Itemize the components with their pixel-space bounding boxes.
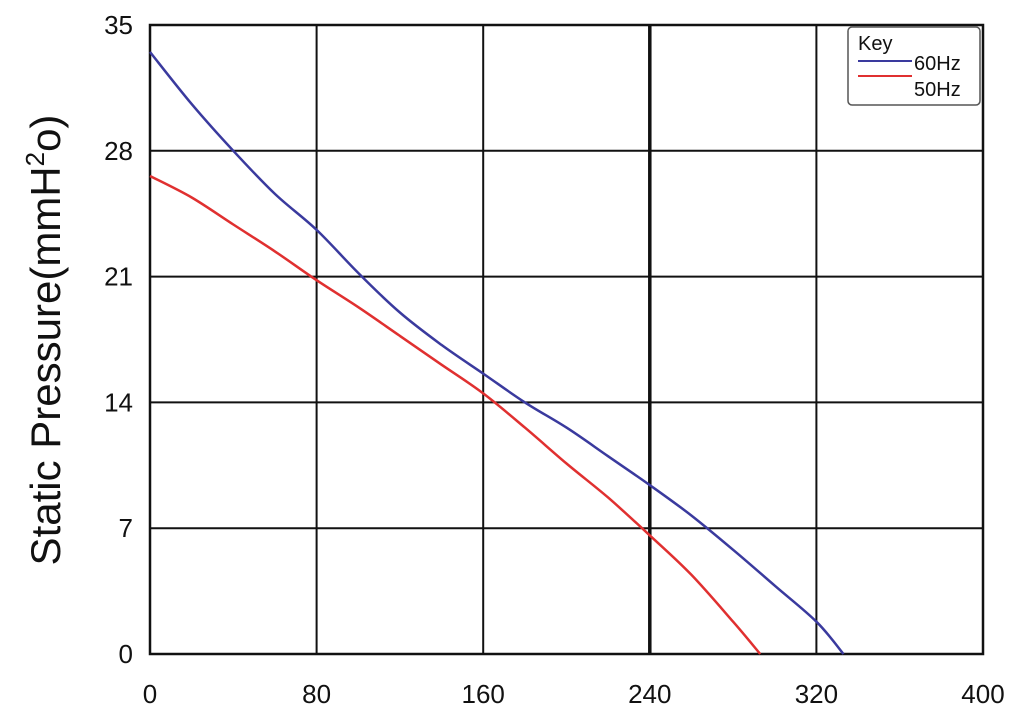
y-axis-title-main: Static Pressure(mmH (22, 166, 69, 565)
gridlines (150, 25, 983, 654)
y-tick-label: 21 (104, 262, 133, 292)
series-line-60hz (149, 51, 845, 655)
legend-label-60hz: 60Hz (914, 53, 961, 75)
y-axis-title-superscript: 2 (20, 152, 50, 166)
legend: Key 60Hz 50Hz (847, 26, 981, 106)
y-tick-label: 35 (104, 10, 133, 40)
x-tick-label: 80 (302, 679, 331, 709)
series-lines (149, 51, 845, 655)
legend-box (847, 26, 981, 106)
x-tick-label: 160 (462, 679, 505, 709)
tick-labels: 0 80 160 240 320 400 0 7 14 21 28 35 (104, 10, 1005, 709)
series-line-50hz (149, 174, 762, 655)
y-tick-label: 7 (119, 513, 133, 543)
x-tick-label: 320 (795, 679, 838, 709)
y-tick-label: 14 (104, 387, 133, 417)
legend-title: Key (858, 33, 892, 55)
x-tick-label: 0 (143, 679, 157, 709)
x-tick-label: 240 (628, 679, 671, 709)
y-axis-title-suffix: o) (22, 115, 69, 152)
y-tick-label: 0 (119, 639, 133, 669)
x-tick-label: 400 (961, 679, 1004, 709)
y-tick-label: 28 (104, 136, 133, 166)
plot-frame (148, 23, 985, 656)
y-axis-title: Static Pressure(mmH2o) (20, 115, 69, 566)
legend-label-50hz: 50Hz (914, 79, 961, 101)
